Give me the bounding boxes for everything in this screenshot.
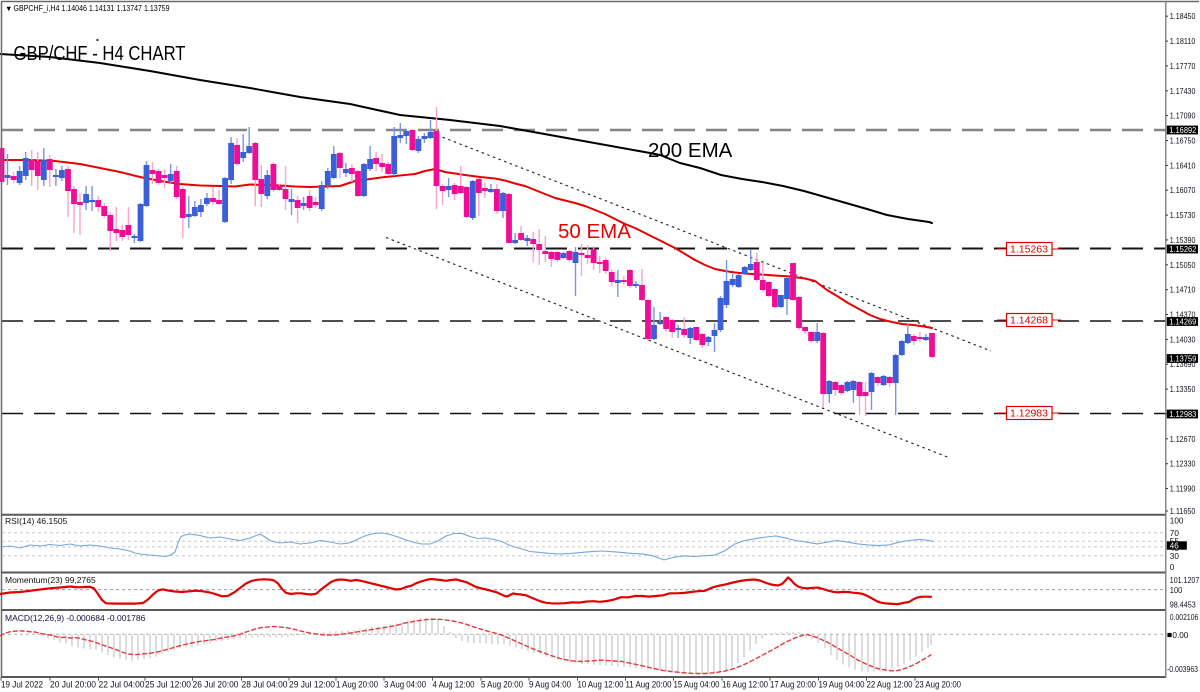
svg-text:MACD(12,26,9) -0.000684 -0.001: MACD(12,26,9) -0.000684 -0.001786	[5, 613, 146, 623]
svg-text:10 Aug 12:00: 10 Aug 12:00	[578, 680, 624, 690]
svg-text:28 Jul 04:00: 28 Jul 04:00	[242, 680, 288, 690]
svg-text:200 EMA: 200 EMA	[648, 139, 733, 162]
svg-text:25 Jul 12:00: 25 Jul 12:00	[145, 680, 191, 690]
svg-text:19 Jul 2022: 19 Jul 2022	[1, 680, 43, 690]
svg-text:0.00: 0.00	[1172, 631, 1188, 640]
svg-text:RSI(14) 46.1505: RSI(14) 46.1505	[5, 516, 68, 526]
svg-text:1.16070: 1.16070	[1170, 186, 1196, 195]
svg-text:4 Aug 12:00: 4 Aug 12:00	[433, 680, 475, 690]
svg-text:1.17770: 1.17770	[1170, 62, 1196, 71]
svg-text:22 Aug 12:00: 22 Aug 12:00	[867, 680, 913, 690]
svg-text:11 Aug 20:00: 11 Aug 20:00	[626, 680, 672, 690]
svg-text:GBP/CHF - H4 CHART: GBP/CHF - H4 CHART	[14, 42, 186, 65]
svg-text:1.15050: 1.15050	[1170, 261, 1196, 270]
svg-text:1.12983: 1.12983	[1169, 410, 1197, 419]
svg-text:30: 30	[1170, 552, 1180, 561]
svg-text:1.16410: 1.16410	[1170, 161, 1196, 170]
svg-text:1.12330: 1.12330	[1170, 460, 1196, 469]
svg-text:1.14710: 1.14710	[1170, 286, 1196, 295]
svg-text:Momentum(23) 99,2765: Momentum(23) 99,2765	[5, 575, 96, 585]
svg-text:1.14030: 1.14030	[1170, 335, 1196, 344]
svg-text:100: 100	[1170, 517, 1184, 526]
svg-text:70: 70	[1170, 529, 1180, 538]
svg-text:101.1207: 101.1207	[1170, 576, 1200, 585]
svg-text:46: 46	[1170, 541, 1179, 550]
svg-text:1.16750: 1.16750	[1170, 137, 1196, 146]
svg-text:1.17430: 1.17430	[1170, 87, 1196, 96]
svg-text:1 Aug 20:00: 1 Aug 20:00	[336, 680, 378, 690]
svg-text:5 Aug 20:00: 5 Aug 20:00	[481, 680, 523, 690]
svg-text:1.16892: 1.16892	[1169, 126, 1197, 135]
svg-text:1.15390: 1.15390	[1170, 236, 1196, 245]
svg-text:15 Aug 04:00: 15 Aug 04:00	[674, 680, 720, 690]
svg-text:1.13759: 1.13759	[1169, 355, 1197, 364]
svg-text:1.13350: 1.13350	[1170, 385, 1196, 394]
svg-text:1.13690: 1.13690	[1170, 360, 1196, 369]
svg-text:1.11990: 1.11990	[1170, 485, 1196, 494]
svg-text:1.14269: 1.14269	[1169, 318, 1197, 327]
svg-text:20 Jul 20:00: 20 Jul 20:00	[50, 680, 96, 690]
svg-text:1.17090: 1.17090	[1170, 112, 1196, 121]
svg-text:1.11650: 1.11650	[1170, 507, 1196, 516]
svg-text:1.14370: 1.14370	[1170, 311, 1196, 320]
svg-text:1.18110: 1.18110	[1170, 37, 1196, 46]
svg-text:1.14268: 1.14268	[1010, 315, 1048, 327]
svg-text:16 Aug 12:00: 16 Aug 12:00	[722, 680, 768, 690]
svg-text:23 Aug 20:00: 23 Aug 20:00	[915, 680, 961, 690]
svg-text:26 Jul 20:00: 26 Jul 20:00	[193, 680, 239, 690]
svg-text:1.15730: 1.15730	[1170, 211, 1196, 220]
svg-text:-0.003963: -0.003963	[1167, 665, 1198, 674]
svg-text:▼: ▼	[5, 4, 12, 13]
svg-text:50 EMA: 50 EMA	[558, 220, 631, 243]
svg-text:29 Jul 12:00: 29 Jul 12:00	[289, 680, 335, 690]
svg-text:GBPCHF_i,H4 1.14046 1.14131 1: GBPCHF_i,H4 1.14046 1.14131 1.13747 1.13…	[14, 4, 170, 13]
svg-text:98.4453: 98.4453	[1170, 600, 1196, 609]
svg-text:0.002106: 0.002106	[1170, 613, 1199, 622]
svg-text:1.12670: 1.12670	[1170, 435, 1196, 444]
svg-text:3 Aug 04:00: 3 Aug 04:00	[384, 680, 426, 690]
svg-text:1.15263: 1.15263	[1010, 244, 1048, 256]
svg-text:1.15262: 1.15262	[1169, 245, 1197, 254]
svg-text:19 Aug 04:00: 19 Aug 04:00	[819, 680, 865, 690]
svg-text:1.12983: 1.12983	[1010, 408, 1048, 420]
svg-text:22 Jul 04:00: 22 Jul 04:00	[99, 680, 145, 690]
svg-text:17 Aug 20:00: 17 Aug 20:00	[770, 680, 816, 690]
svg-text:100: 100	[1170, 586, 1183, 595]
svg-text:0: 0	[1170, 563, 1175, 572]
svg-text:1.18450: 1.18450	[1170, 12, 1196, 21]
svg-text:9 Aug 04:00: 9 Aug 04:00	[529, 680, 571, 690]
